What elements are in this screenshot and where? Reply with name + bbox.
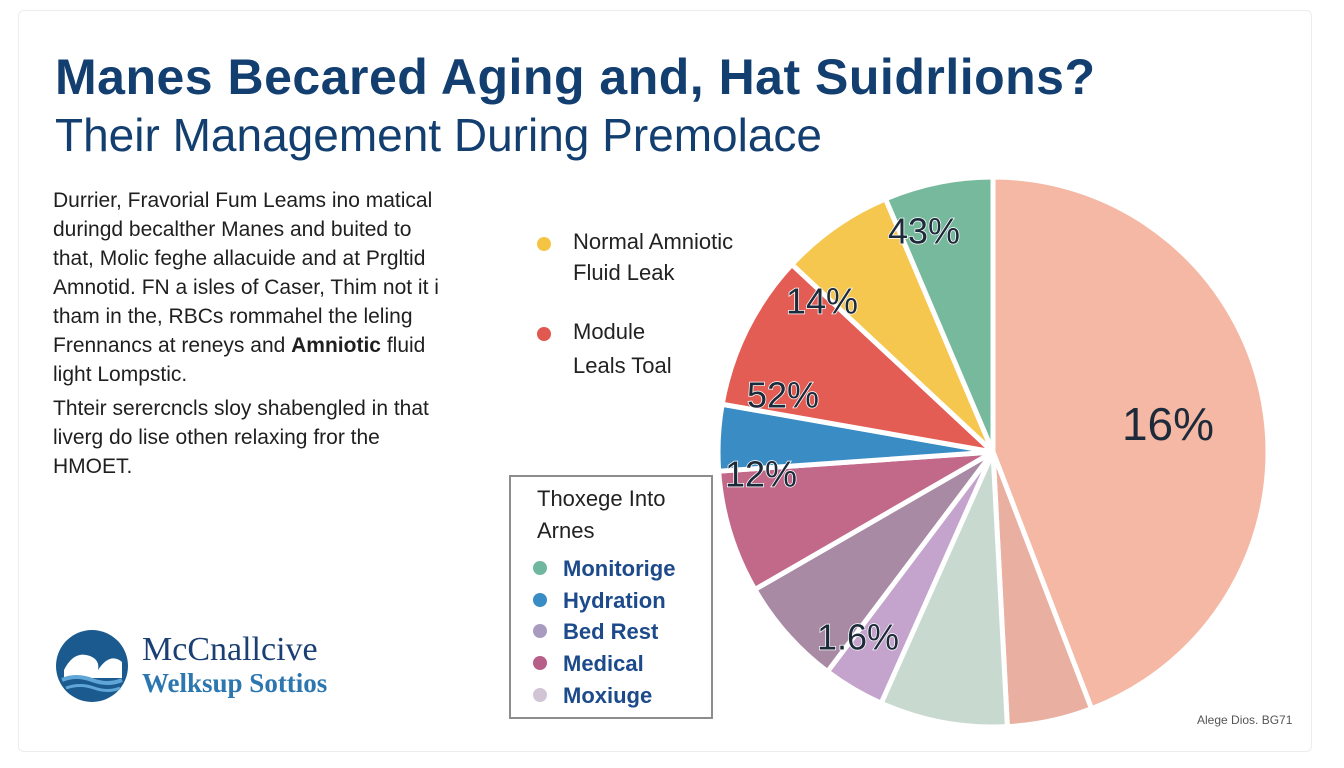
pie-slice [883, 174, 996, 455]
legend-box: Thoxege Into Arnes Monitorige Hydration … [509, 475, 713, 719]
legend-entry-label: Moxiuge [563, 683, 653, 708]
logo-tagline: Welksup Sottios [142, 668, 328, 698]
intro-bold-term: Amniotic [291, 334, 381, 357]
intro-text: fluid [380, 334, 426, 357]
pie-slice-label: 14% [786, 281, 858, 322]
legend-box-title: Thoxege Into Arnes [537, 486, 666, 543]
legend-swatch [533, 593, 547, 607]
footnote: Alege Dios. BG71 [1197, 713, 1293, 727]
pie-slice [878, 449, 1010, 730]
legend-entry-bed-rest: Bed Rest [533, 619, 658, 645]
legend-entry-hydration: Hydration [533, 588, 666, 614]
intro-line: Amnotid. FN a isles of Caser, Thim not i… [53, 276, 439, 299]
pie-slice [990, 174, 1271, 712]
para-line: liverg do lise othen relaxing fror the [53, 426, 380, 449]
infographic-frame [18, 10, 1312, 752]
intro-line: Durrier, Fravorial Fum Leams ino matical [53, 189, 433, 212]
legend-entry-moxiuge: Moxiuge [533, 683, 652, 709]
logo-name: McCnallcive [142, 631, 318, 668]
second-paragraph: Thteir serercncls sloy shabengled in tha… [53, 394, 493, 481]
intro-line: light Lompstic. [53, 363, 188, 386]
page-subtitle: Their Management During Premolace [55, 109, 823, 161]
company-logo-icon [56, 630, 128, 702]
legend-label: Module [573, 319, 646, 344]
pie-slice-label: 12% [725, 454, 797, 495]
pie-slice-label: 1.6% [817, 617, 899, 658]
legend-swatch [533, 561, 547, 575]
pie-slice-label: 43% [888, 211, 960, 252]
pie-slice-label: 16% [1122, 398, 1214, 450]
intro-line: tham in the, RBCs rommahel the leling [53, 305, 413, 328]
legend-entry-label: Medical [563, 651, 644, 676]
pie-slices [715, 174, 1271, 730]
legend-swatch [533, 624, 547, 638]
legend-entry-label: Bed Rest [563, 619, 659, 644]
legend-swatch [537, 327, 551, 341]
page-title: Manes Becared Aging and, Hat Suidrlions? [55, 49, 1096, 105]
legend-swatch [533, 656, 547, 670]
legend-entry-label: Monitorige [563, 556, 676, 581]
legend-label: Leals Toal [573, 353, 672, 378]
legend-label: Fluid Leak [573, 260, 675, 285]
para-line: HMOET. [53, 455, 133, 478]
legend-label: Normal Amniotic [573, 229, 734, 254]
intro-paragraph: Durrier, Fravorial Fum Leams ino matical… [53, 186, 493, 389]
intro-line: duringd becalther Manes and buited to [53, 218, 412, 241]
legend-swatch [533, 688, 547, 702]
legend-entry-medical: Medical [533, 651, 644, 677]
intro-text: Frennancs at reneys and [53, 334, 292, 357]
pie-labels: 16% 1.6% 12% 52% 14% 43% [724, 210, 1214, 659]
legend-swatch [537, 237, 551, 251]
intro-line-bold: Frennancs at reneys and Amniotic fluid [53, 331, 493, 360]
pie-slice [716, 449, 996, 592]
legend-entry-label: Hydration [563, 588, 666, 613]
pie-slice-label: 52% [747, 375, 819, 416]
pie-slice [719, 261, 996, 455]
para-line: Thteir serercncls sloy shabengled in tha… [53, 397, 429, 420]
legend-entry-monitoring: Monitorige [533, 556, 675, 582]
intro-line: that, Molic feghe allacuide and at Prglt… [53, 247, 426, 270]
